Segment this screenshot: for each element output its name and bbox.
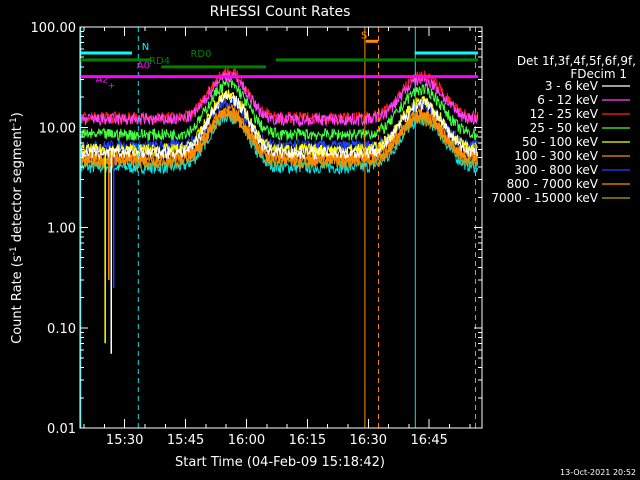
series-line [80, 78, 479, 143]
legend-entry-label: 12 - 25 keV [530, 107, 599, 121]
y-axis-label: Count Rate (s-1 detector segment-1) [9, 112, 25, 344]
legend-entry-label: 25 - 50 keV [530, 121, 599, 135]
legend-entry-label: 800 - 7000 keV [507, 177, 599, 191]
y-tick-label: 0.01 [47, 422, 76, 437]
legend-entry-label: 7000 - 15000 keV [491, 191, 598, 205]
y-tick-label: 1.00 [47, 222, 76, 237]
legend-entry-label: 100 - 300 keV [514, 149, 598, 163]
flag-label: RD0 [190, 49, 211, 60]
extra-trace-line [80, 110, 479, 176]
legend-header-line2: FDecim 1 [570, 67, 627, 81]
y-tick-label: 0.10 [47, 322, 76, 337]
chart-title: RHESSI Count Rates [210, 4, 351, 20]
x-tick-label: 15:45 [167, 433, 204, 448]
x-tick-label: 16:30 [350, 433, 387, 448]
x-tick-label: 16:00 [228, 433, 265, 448]
flag-marker: + [108, 82, 116, 92]
flag-label: N [142, 42, 149, 53]
y-tick-label: 100.00 [31, 21, 77, 36]
series-traces [80, 67, 479, 354]
x-axis-label: Start Time (04-Feb-09 15:18:42) [175, 455, 385, 470]
x-tick-label: 15:30 [106, 433, 143, 448]
series-line [80, 104, 479, 164]
flag-label: A2 [95, 75, 108, 86]
x-tick-label: 16:45 [410, 433, 447, 448]
flag-label: A0 [137, 61, 150, 72]
flag-label: S [361, 30, 367, 41]
legend-entry-label: 6 - 12 keV [537, 93, 599, 107]
legend-entry-label: 50 - 100 keV [522, 135, 599, 149]
flag-label: RD4 [149, 56, 170, 67]
legend-entry-label: 300 - 800 keV [514, 163, 598, 177]
legend-entry-label: 3 - 6 keV [545, 79, 599, 93]
x-axis: 15:30 15:45 16:00 16:15 16:30 16:45 [83, 27, 471, 448]
footer-date: 13-Oct-2021 20:52 [560, 468, 636, 477]
series-line [80, 71, 479, 128]
series-line [80, 92, 479, 160]
y-axis: 0.01 0.10 1.00 10.00 100.00 [31, 21, 482, 437]
x-tick-label: 16:15 [289, 433, 326, 448]
legend-header-line1: Det 1f,3f,4f,5f,6f,9f, [517, 54, 636, 68]
y-tick-label: 10.00 [39, 121, 76, 136]
legend: Det 1f,3f,4f,5f,6f,9f, FDecim 1 3 - 6 ke… [491, 54, 636, 205]
series-line [80, 107, 479, 168]
